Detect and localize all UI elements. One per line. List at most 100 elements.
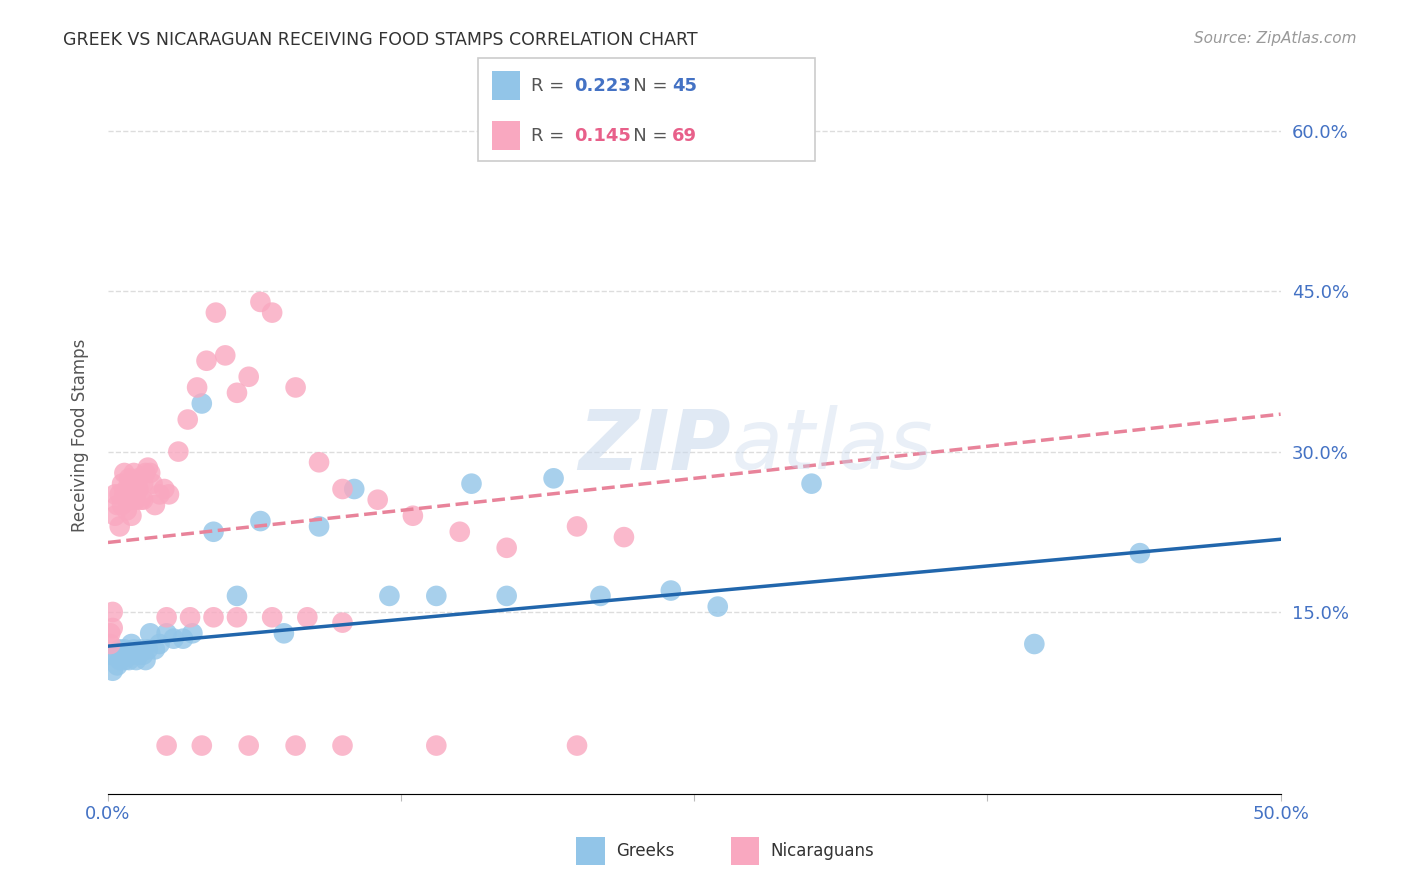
- Point: [115, 503, 138, 517]
- Point: [284, 739, 307, 753]
- Point: [157, 487, 180, 501]
- Point: [105, 658, 128, 673]
- Point: [402, 508, 425, 523]
- Point: [367, 492, 389, 507]
- Text: Greeks: Greeks: [616, 842, 675, 860]
- Point: [495, 589, 517, 603]
- Text: GREEK VS NICARAGUAN RECEIVING FOOD STAMPS CORRELATION CHART: GREEK VS NICARAGUAN RECEIVING FOOD STAMP…: [63, 31, 697, 49]
- Point: [104, 487, 127, 501]
- Point: [238, 369, 260, 384]
- Point: [167, 444, 190, 458]
- Point: [205, 305, 228, 319]
- Point: [543, 471, 565, 485]
- Point: [112, 653, 135, 667]
- Point: [191, 739, 214, 753]
- Point: [143, 498, 166, 512]
- Point: [118, 653, 141, 667]
- Point: [706, 599, 728, 614]
- Point: [115, 482, 138, 496]
- Point: [179, 610, 201, 624]
- Text: R =: R =: [531, 127, 571, 145]
- Text: N =: N =: [616, 77, 673, 95]
- Point: [149, 487, 172, 501]
- Point: [226, 589, 249, 603]
- Point: [202, 524, 225, 539]
- Point: [273, 626, 295, 640]
- Point: [122, 642, 145, 657]
- Point: [163, 632, 186, 646]
- Point: [156, 626, 179, 640]
- Point: [101, 621, 124, 635]
- Point: [125, 482, 148, 496]
- Text: 0.223: 0.223: [574, 77, 630, 95]
- Point: [249, 294, 271, 309]
- Point: [262, 610, 284, 624]
- Point: [108, 653, 131, 667]
- Point: [284, 380, 307, 394]
- Point: [136, 642, 159, 657]
- Text: 45: 45: [672, 77, 697, 95]
- Point: [141, 476, 163, 491]
- Point: [139, 466, 162, 480]
- Point: [308, 519, 330, 533]
- Point: [132, 476, 155, 491]
- Point: [659, 583, 682, 598]
- Point: [332, 739, 354, 753]
- Point: [125, 492, 148, 507]
- Point: [181, 626, 204, 640]
- Point: [565, 739, 588, 753]
- Point: [101, 605, 124, 619]
- Point: [177, 412, 200, 426]
- Point: [238, 739, 260, 753]
- Point: [122, 482, 145, 496]
- Point: [98, 637, 121, 651]
- Point: [262, 305, 284, 319]
- Point: [195, 353, 218, 368]
- Point: [101, 664, 124, 678]
- Point: [132, 492, 155, 507]
- Point: [129, 492, 152, 507]
- Point: [118, 487, 141, 501]
- Point: [149, 637, 172, 651]
- Text: 0.145: 0.145: [574, 127, 630, 145]
- Point: [378, 589, 401, 603]
- Point: [120, 648, 142, 662]
- Point: [112, 642, 135, 657]
- Point: [132, 648, 155, 662]
- Point: [565, 519, 588, 533]
- Point: [1129, 546, 1152, 560]
- Text: R =: R =: [531, 77, 571, 95]
- Point: [127, 482, 149, 496]
- Y-axis label: Receiving Food Stamps: Receiving Food Stamps: [72, 339, 89, 533]
- Point: [425, 739, 447, 753]
- Point: [156, 739, 179, 753]
- Point: [120, 492, 142, 507]
- Point: [153, 482, 176, 496]
- Point: [143, 642, 166, 657]
- Point: [104, 508, 127, 523]
- Point: [613, 530, 636, 544]
- Point: [120, 637, 142, 651]
- Point: [108, 519, 131, 533]
- Point: [127, 471, 149, 485]
- Point: [308, 455, 330, 469]
- Point: [111, 498, 134, 512]
- Point: [191, 396, 214, 410]
- Point: [139, 626, 162, 640]
- Point: [425, 589, 447, 603]
- Point: [1024, 637, 1046, 651]
- Text: Nicaraguans: Nicaraguans: [770, 842, 875, 860]
- Point: [105, 498, 128, 512]
- Point: [134, 466, 156, 480]
- Point: [98, 626, 121, 640]
- Point: [120, 508, 142, 523]
- Point: [589, 589, 612, 603]
- Point: [449, 524, 471, 539]
- Point: [134, 653, 156, 667]
- Point: [108, 642, 131, 657]
- Point: [104, 648, 127, 662]
- Point: [125, 653, 148, 667]
- Point: [112, 466, 135, 480]
- Point: [111, 476, 134, 491]
- Point: [186, 380, 208, 394]
